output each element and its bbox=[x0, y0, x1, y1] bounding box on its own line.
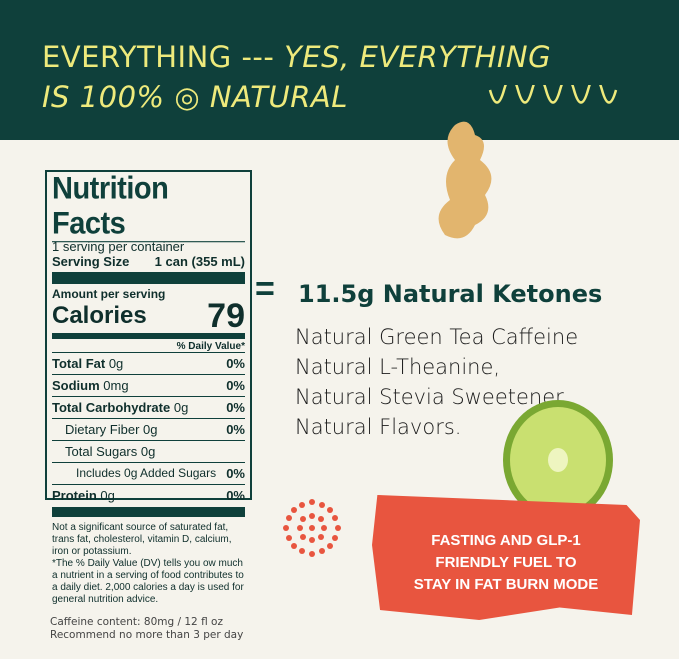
serving-size-label: Serving Size bbox=[52, 254, 130, 269]
nutrient-dv: 0% bbox=[226, 466, 245, 481]
footnote-dv: *The % Daily Value (DV) tells you ow muc… bbox=[52, 558, 244, 605]
nutrient-row: Total Fat 0g 0% bbox=[52, 353, 245, 375]
ginger-image bbox=[438, 121, 492, 239]
nutrient-row: Total Sugars 0g bbox=[52, 441, 245, 463]
nutrient-label: Includes 0g Added Sugars bbox=[76, 466, 217, 480]
header-banner: EVERYTHING --- YES, EVERYTHING IS 100% ◎… bbox=[0, 0, 679, 140]
dv-header: % Daily Value* bbox=[52, 341, 245, 353]
nutrient-amount: 0g bbox=[173, 400, 189, 415]
ingredients-list: Natural Green Tea Caffeine Natural L-The… bbox=[295, 322, 578, 442]
headline-text: EVERYTHING --- bbox=[42, 40, 275, 74]
banner-line: STAY IN FAT BURN MODE bbox=[413, 576, 599, 593]
nutrient-label: Total Carbohydrate bbox=[52, 400, 171, 415]
banner-line: FASTING AND GLP-1 bbox=[431, 532, 581, 549]
headline-line1: EVERYTHING --- YES, EVERYTHING bbox=[42, 40, 551, 74]
headline-text: NATURAL bbox=[209, 80, 348, 114]
serving-size-value: 1 can (355 mL) bbox=[154, 254, 245, 269]
dot-pattern-icon bbox=[283, 499, 341, 557]
ingredient: Natural Green Tea Caffeine bbox=[295, 325, 579, 349]
nutrient-dv: 0% bbox=[226, 356, 245, 371]
nutrient-amount: 0g bbox=[108, 356, 124, 371]
nutrient-label: Dietary Fiber 0g bbox=[65, 422, 158, 437]
footnote: Not a significant source of saturated fa… bbox=[52, 522, 232, 557]
nutrient-label: Sodium bbox=[52, 378, 100, 393]
headline-line2: IS 100% ◎ NATURAL bbox=[42, 80, 348, 114]
nutrient-dv: 0% bbox=[226, 378, 245, 393]
divider bbox=[52, 507, 245, 517]
nutrition-title: Nutrition Facts bbox=[52, 171, 245, 243]
dot-circle-icon: ◎ bbox=[174, 80, 201, 114]
nutrient-dv: 0% bbox=[226, 488, 245, 503]
equals-sign: = bbox=[255, 270, 275, 308]
lime-image bbox=[503, 400, 613, 520]
nutrient-label: Total Sugars 0g bbox=[65, 444, 156, 459]
nutrient-dv: 0% bbox=[226, 422, 245, 437]
wave-icon bbox=[488, 85, 618, 104]
nutrient-row: Sodium 0mg 0% bbox=[52, 375, 245, 397]
nutrient-dv: 0% bbox=[226, 400, 245, 415]
caffeine-content: Caffeine content: 80mg / 12 fl oz bbox=[50, 616, 223, 628]
orange-banner bbox=[372, 495, 640, 620]
caffeine-note: Caffeine content: 80mg / 12 fl oz Recomm… bbox=[50, 616, 243, 642]
nutrient-amount: 0mg bbox=[103, 378, 129, 393]
divider bbox=[52, 272, 245, 284]
calories-label: Calories bbox=[52, 302, 147, 329]
calories-value: 79 bbox=[207, 297, 245, 335]
nutrient-label: Protein bbox=[52, 488, 97, 503]
headline-text: IS 100% bbox=[42, 80, 165, 114]
nutrient-label: Total Fat bbox=[52, 356, 106, 371]
nutrient-row: Includes 0g Added Sugars 0% bbox=[52, 463, 245, 485]
ingredient: Natural L-Theanine, bbox=[295, 355, 501, 379]
nutrient-row: Dietary Fiber 0g 0% bbox=[52, 419, 245, 441]
nutrient-row: Total Carbohydrate 0g 0% bbox=[52, 397, 245, 419]
ketones-headline: 11.5g Natural Ketones bbox=[298, 280, 603, 308]
amount-per-serving: Amount per serving bbox=[52, 287, 166, 301]
nutrient-amount: 0g bbox=[100, 488, 115, 503]
servings: 1 serving per container bbox=[52, 239, 185, 254]
banner-line: FRIENDLY FUEL TO bbox=[435, 554, 577, 571]
headline-text-italic: YES, EVERYTHING bbox=[284, 40, 552, 74]
banner-text: FASTING AND GLP-1 FRIENDLY FUEL TO STAY … bbox=[372, 530, 640, 596]
calories-row: Calories 79 bbox=[52, 297, 245, 335]
ingredient: Natural Stevia Sweetener, bbox=[295, 385, 571, 409]
divider bbox=[52, 333, 245, 339]
ingredient: Natural Flavors. bbox=[295, 415, 462, 439]
serving-size: Serving Size 1 can (355 mL) bbox=[52, 254, 245, 269]
caffeine-recommendation: Recommend no more than 3 per day bbox=[50, 629, 244, 641]
nutrient-row: Protein 0g 0% bbox=[52, 485, 245, 506]
nutrition-facts-label: Nutrition Facts 1 serving per container … bbox=[45, 170, 252, 605]
